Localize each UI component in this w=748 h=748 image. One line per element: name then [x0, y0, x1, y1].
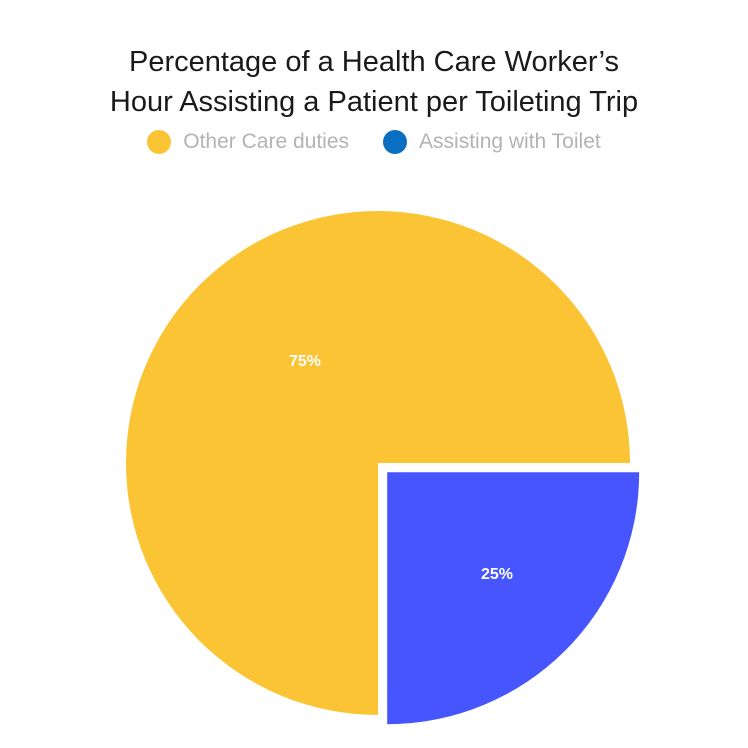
- legend-item-other-care[interactable]: Other Care duties: [147, 130, 349, 154]
- legend-label-assisting-toilet: Assisting with Toilet: [419, 130, 601, 153]
- slice-label-other-care: 75%: [289, 353, 321, 370]
- pie-slice-other-care[interactable]: [126, 211, 630, 715]
- legend-item-assisting-toilet[interactable]: Assisting with Toilet: [383, 130, 601, 154]
- pie-slice-assisting-toilet[interactable]: [387, 472, 640, 725]
- legend-swatch-other-care: [147, 130, 172, 154]
- legend-swatch-assisting-toilet: [383, 130, 408, 154]
- legend-label-other-care: Other Care duties: [183, 130, 350, 153]
- slice-label-assisting-toilet: 25%: [481, 566, 513, 583]
- chart-legend: Other Care duties Assisting with Toilet: [0, 130, 748, 154]
- chart-title: Percentage of a Health Care Worker’s Hou…: [109, 46, 639, 118]
